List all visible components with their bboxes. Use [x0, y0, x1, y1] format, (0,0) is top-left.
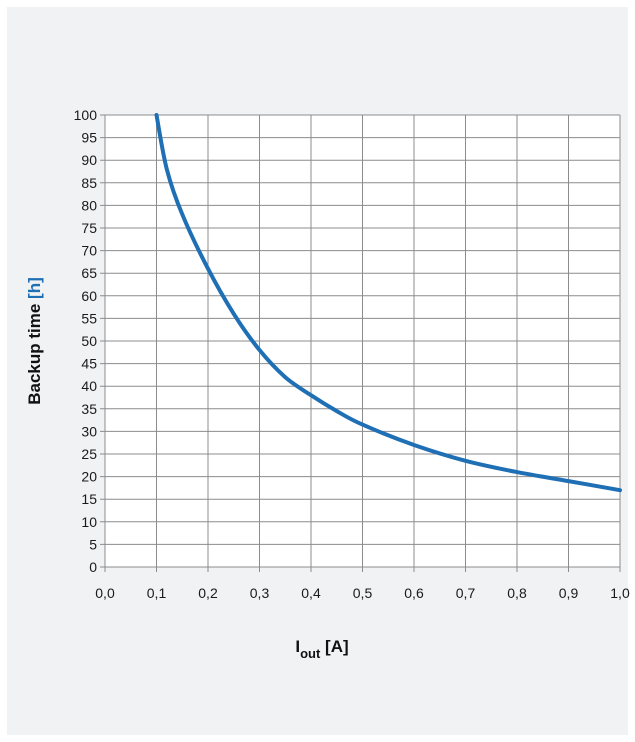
x-tick-label: 0,2 — [198, 585, 218, 601]
y-tick-label: 40 — [81, 378, 97, 394]
x-axis-label: Iout [A] — [295, 637, 348, 661]
y-tick-label: 95 — [81, 130, 97, 146]
x-tick-label: 0,7 — [456, 585, 476, 601]
series-layer — [154, 113, 622, 493]
y-tick-label: 60 — [81, 288, 97, 304]
grid-lines — [100, 114, 621, 572]
x-tick-label: 0,1 — [147, 585, 167, 601]
y-axis-unit: [h] — [25, 277, 44, 299]
y-tick-label: 35 — [81, 401, 97, 417]
y-tick-label: 65 — [81, 265, 97, 281]
x-axis-unit: [A] — [320, 637, 348, 656]
y-tick-label: 80 — [81, 197, 97, 213]
y-tick-label: 10 — [81, 514, 97, 530]
x-axis-label-subscript: out — [300, 646, 321, 661]
x-tick-label: 0,3 — [250, 585, 270, 601]
x-tick-label: 0,6 — [404, 585, 424, 601]
x-tick-labels: 0,0 0,1 0,2 0,3 0,4 0,5 0,6 0,7 0,8 0,9 1,0 — [95, 585, 630, 601]
backup-time-curve — [154, 113, 622, 493]
x-tick-label: 1,0 — [610, 585, 630, 601]
y-tick-label: 5 — [89, 536, 97, 552]
x-tick-label: 0,9 — [559, 585, 579, 601]
x-tick-label: 0,4 — [301, 585, 321, 601]
y-tick-label: 25 — [81, 446, 97, 462]
y-tick-label: 15 — [81, 491, 97, 507]
y-tick-label: 70 — [81, 243, 97, 259]
y-tick-label: 20 — [81, 469, 97, 485]
x-tick-label: 0,0 — [95, 585, 115, 601]
y-tick-labels: 0 5 10 15 20 25 30 35 40 45 50 55 60 65 70 75 80 85 90 95 10… — [74, 107, 98, 575]
y-axis-label: Backup time [h] — [25, 277, 44, 405]
y-tick-label: 50 — [81, 333, 97, 349]
x-tick-label: 0,5 — [353, 585, 373, 601]
y-tick-label: 30 — [81, 423, 97, 439]
y-tick-label: 45 — [81, 356, 97, 372]
y-tick-label: 55 — [81, 310, 97, 326]
y-tick-label: 100 — [74, 107, 98, 123]
y-tick-label: 90 — [81, 152, 97, 168]
y-tick-label: 75 — [81, 220, 97, 236]
y-tick-label: 85 — [81, 175, 97, 191]
y-tick-label: 0 — [89, 559, 97, 575]
x-tick-label: 0,8 — [507, 585, 527, 601]
